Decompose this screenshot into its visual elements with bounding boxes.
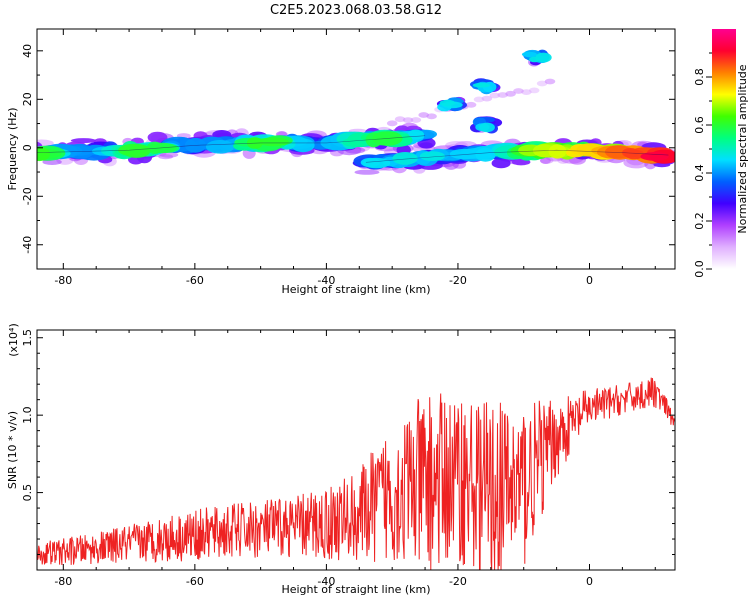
snr-xtick-label: -40 (317, 575, 335, 588)
figure-title: C2E5.2023.068.03.58.G12 (270, 3, 442, 18)
spectrogram-cell (257, 137, 289, 147)
spectrogram-cell (439, 99, 456, 107)
snr-multiplier: (x10⁴) (7, 323, 20, 357)
colorbar-gradient (712, 29, 736, 269)
spectrogram-cell (70, 138, 97, 144)
colorbar-tick-label: 0.0 (693, 260, 706, 278)
spectrogram-cell (392, 152, 418, 165)
snr-xtick-label: -80 (54, 575, 72, 588)
spectrogram-cell (386, 120, 398, 127)
snr-panel: -80 -60 -40 -20 0 0.5 1.0 1.5 Height of straigh… (6, 323, 676, 596)
spectrogram-cell (418, 112, 430, 118)
spectrogram-cell (118, 143, 151, 157)
spectrogram-cell (402, 117, 414, 123)
colorbar-ticks: 0.0 0.2 0.4 0.6 0.8 (693, 52, 712, 278)
spectrogram-ytick-label: 40 (21, 44, 34, 58)
spectrogram-cell (540, 157, 551, 164)
spectrogram-ytick-label: -20 (21, 187, 34, 205)
spectrogram-heat (37, 49, 675, 175)
spectrogram-cell (521, 51, 537, 58)
colorbar-tick-label: 0.6 (693, 116, 706, 134)
spectrogram-ridge-line (37, 135, 426, 153)
colorbar-tick-label: 0.2 (693, 212, 706, 230)
spectrogram-cell (544, 78, 556, 85)
spectrogram-cell (536, 80, 548, 87)
spectrogram-cell (362, 157, 391, 169)
spectrogram-cell (449, 148, 481, 160)
spectrogram-cell (640, 152, 669, 161)
spectrogram-cell (473, 96, 485, 103)
snr-ytick-label: 1.0 (21, 406, 34, 424)
spectrogram-cell (465, 101, 477, 108)
spectrogram-cell (548, 144, 567, 159)
spectrogram-cell (513, 88, 524, 94)
spectrogram-ytick-label: 0 (21, 144, 34, 151)
spectrogram-cell (159, 152, 179, 158)
spectrogram-cell (475, 147, 496, 162)
colorbar-tick-label: 0.4 (693, 164, 706, 182)
spectrogram-xtick-label: 0 (586, 274, 593, 287)
spectrogram-cell (407, 129, 425, 140)
spectrogram-ytick-label: -40 (21, 236, 34, 254)
spectrogram-cell (419, 151, 445, 162)
spectrogram-cell (479, 122, 495, 133)
spectrogram-cell (472, 82, 490, 88)
spectrogram-xtick-label: -80 (54, 274, 72, 287)
spectrogram-ylabel: Frequency (Hz) (6, 108, 19, 191)
spectrogram-xtick-label: -20 (449, 274, 467, 287)
spectrogram-cell (37, 146, 51, 162)
spectrogram-xtick-label: -60 (186, 274, 204, 287)
snr-xlabel: Height of straight line (km) (281, 583, 430, 596)
spectrogram-xtick-label: -40 (317, 274, 335, 287)
colorbar-tick-label: 0.8 (693, 68, 706, 86)
spectrogram-cell (205, 140, 235, 154)
spectrogram-ytick-label: 20 (21, 92, 34, 106)
spectrogram-panel: -80 -60 -40 -20 0 -40 -20 0 20 40 Height of strai… (6, 28, 676, 296)
snr-ylabel: SNR (10 * v/v) (6, 411, 19, 489)
spectrogram-cell (419, 142, 433, 149)
spectrogram-frame (36, 28, 676, 270)
snr-xtick-label: -20 (449, 575, 467, 588)
snr-xtick-label: 0 (586, 575, 593, 588)
snr-ytick-label: 1.5 (21, 329, 34, 347)
snr-xtick-label: -60 (186, 575, 204, 588)
spectrogram-cell (529, 56, 540, 63)
snr-ytick-label: 0.5 (21, 484, 34, 502)
spectrogram-ridge-line (365, 149, 669, 163)
spectrogram-ticks: -80 -60 -40 -20 0 -40 -20 0 20 40 (21, 29, 675, 287)
spectrogram-cell (491, 158, 511, 169)
spectrogram-cell (354, 169, 380, 175)
snr-frame (36, 329, 676, 571)
spectrogram-xlabel: Height of straight line (km) (281, 283, 430, 296)
spectrogram-cell (489, 92, 501, 99)
colorbar: 0.0 0.2 0.4 0.6 0.8 Normalized spectral ampl… (693, 29, 749, 278)
spectrogram-cell (505, 90, 516, 97)
spectrogram-cell (481, 95, 493, 102)
spectrogram-cell (410, 117, 422, 123)
spectrogram-cell (394, 116, 406, 123)
snr-ticks: -80 -60 -40 -20 0 0.5 1.0 1.5 (21, 329, 675, 588)
colorbar-label: Normalized spectral amplitude (736, 64, 749, 233)
snr-series-line (37, 377, 675, 570)
